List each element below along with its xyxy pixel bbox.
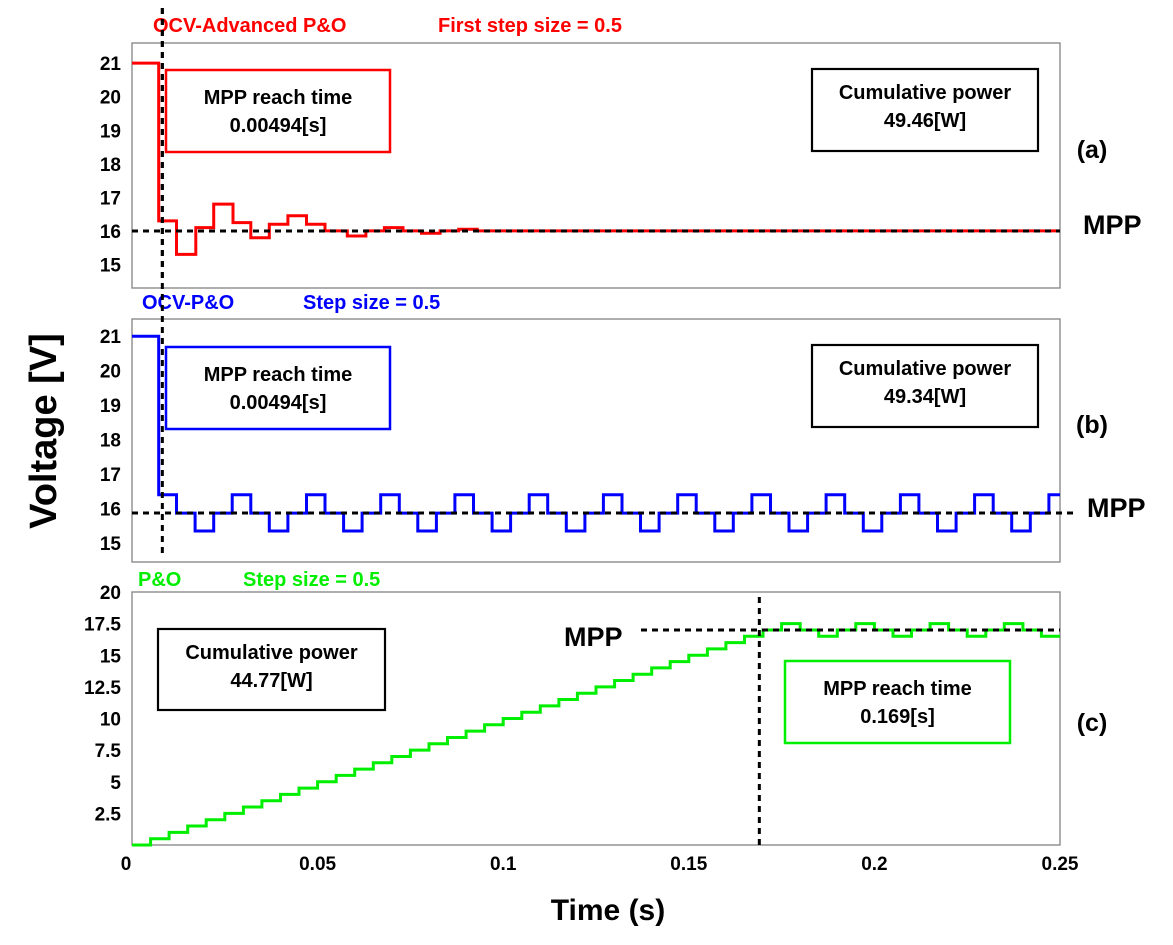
panel-label: (c) <box>1077 709 1108 737</box>
cumulative-power-box <box>810 67 1040 153</box>
panel-label: (a) <box>1077 136 1108 164</box>
y-tick-label: 17.5 <box>84 615 121 636</box>
x-tick-labels: 0 0.05 0.1 0.15 0.2 0.25 <box>121 854 1079 875</box>
x-tick-label: 0.1 <box>490 854 517 875</box>
y-tick-label: 10 <box>100 710 121 731</box>
cumulative-power-box <box>810 343 1040 429</box>
y-tick-label: 7.5 <box>95 741 122 762</box>
y-axis-label: Voltage [V] <box>23 333 65 529</box>
cumulative-power-value: 44.77[W] <box>230 670 312 692</box>
y-tick-label: 18 <box>100 155 121 176</box>
reach-time-label: MPP reach time <box>204 364 353 386</box>
cumulative-power-value: 49.34[W] <box>884 386 966 408</box>
y-tick-label: 16 <box>100 500 121 521</box>
series-line <box>132 622 1060 847</box>
reach-time-box <box>164 345 392 431</box>
mpp-label: MPP <box>1083 210 1142 240</box>
chart-subtitle: First step size = 0.5 <box>438 15 622 37</box>
x-tick-label: 0.15 <box>670 854 707 875</box>
panel-2: P&O Step size = 0.5 2.5 5 7.5 10 12.5 15 17.5 20 M… <box>84 569 1108 847</box>
cumulative-power-label: Cumulative power <box>839 82 1011 104</box>
y-tick-label: 2.5 <box>95 804 122 825</box>
reach-time-value: 0.00494[s] <box>230 392 327 414</box>
panel-0: OCV-Advanced P&O First step size = 0.5 15 1… <box>100 8 1142 289</box>
panel-label: (b) <box>1076 411 1108 439</box>
reach-time-label: MPP reach time <box>204 87 353 109</box>
cumulative-power-box <box>156 627 387 712</box>
x-tick-label: 0.05 <box>299 854 336 875</box>
x-axis-label: Time (s) <box>551 894 665 927</box>
reach-time-value: 0.00494[s] <box>230 115 327 137</box>
y-tick-label: 19 <box>100 121 121 142</box>
y-tick-label: 17 <box>100 188 121 209</box>
reach-time-value: 0.169[s] <box>860 706 935 728</box>
cumulative-power-label: Cumulative power <box>185 642 357 664</box>
y-tick-label: 16 <box>100 222 121 243</box>
cumulative-power-value: 49.46[W] <box>884 110 966 132</box>
y-tick-label: 17 <box>100 465 121 486</box>
y-tick-label: 12.5 <box>84 678 121 699</box>
y-tick-label: 20 <box>100 362 121 383</box>
chart-title: OCV-Advanced P&O <box>153 15 346 37</box>
mpp-label: MPP <box>564 622 623 652</box>
y-tick-label: 5 <box>110 773 121 794</box>
chart-subtitle: Step size = 0.5 <box>303 292 440 314</box>
y-tick-label: 15 <box>100 534 122 555</box>
reach-time-box <box>164 68 392 154</box>
y-tick-label: 15 <box>100 646 122 667</box>
series-line <box>132 61 1060 256</box>
reach-time-box <box>783 659 1012 745</box>
chart-subtitle: Step size = 0.5 <box>243 569 380 591</box>
reach-time-label: MPP reach time <box>823 678 972 700</box>
chart-title: P&O <box>138 569 181 591</box>
y-tick-label: 20 <box>100 88 121 109</box>
y-tick-label: 15 <box>100 256 122 277</box>
mpp-label: MPP <box>1087 493 1146 523</box>
panel-1: OCV-P&O Step size = 0.5 15 16 17 18 19 20 21 MPP M… <box>100 8 1146 563</box>
x-tick-label: 0 <box>121 854 132 875</box>
y-tick-label: 21 <box>100 327 122 348</box>
chart-title: OCV-P&O <box>142 292 234 314</box>
y-tick-label: 20 <box>100 583 121 604</box>
y-tick-label: 21 <box>100 54 122 75</box>
y-tick-label: 18 <box>100 431 121 452</box>
cumulative-power-label: Cumulative power <box>839 358 1011 380</box>
y-tick-label: 19 <box>100 396 121 417</box>
x-tick-label: 0.25 <box>1042 854 1079 875</box>
x-tick-label: 0.2 <box>861 854 887 875</box>
panels: OCV-Advanced P&O First step size = 0.5 15 1… <box>84 8 1146 847</box>
